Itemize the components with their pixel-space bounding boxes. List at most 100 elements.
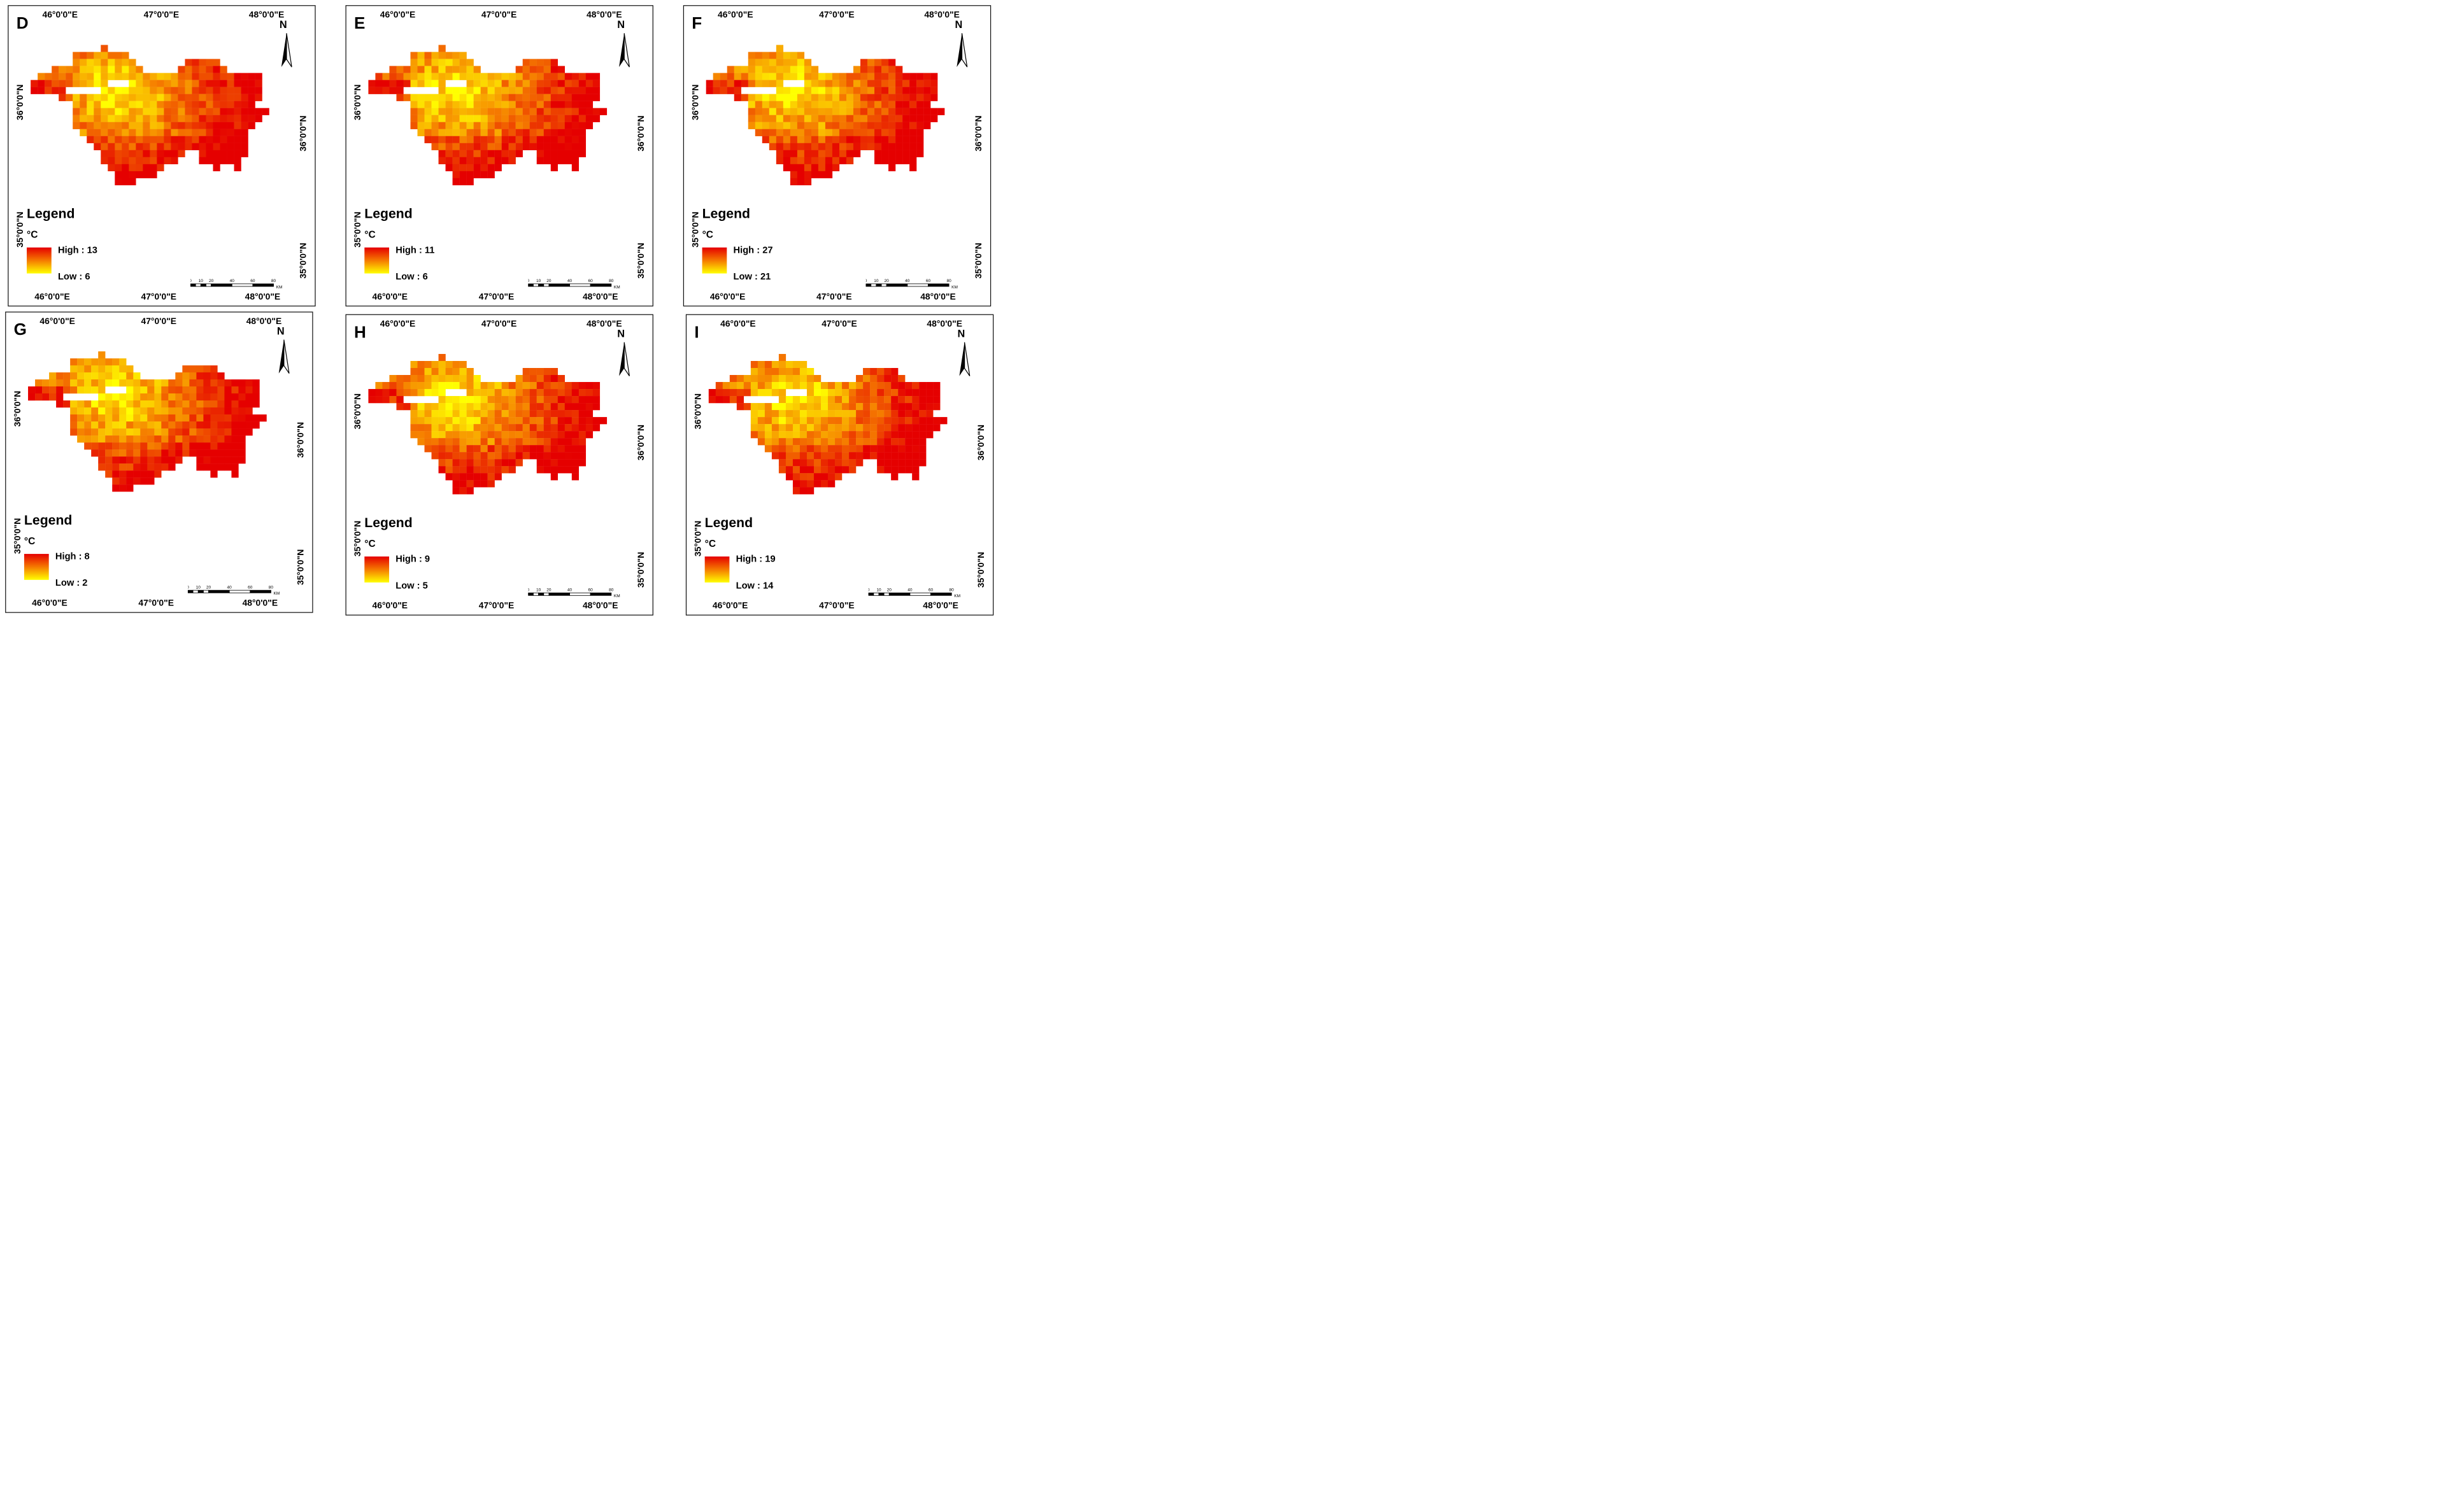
raster-cell bbox=[234, 157, 241, 165]
raster-cell bbox=[241, 115, 248, 122]
raster-cell bbox=[734, 94, 741, 101]
raster-cell bbox=[902, 136, 910, 143]
scale-tick-label: 10 bbox=[536, 279, 541, 283]
raster-cell bbox=[445, 101, 453, 108]
raster-cell bbox=[771, 452, 779, 460]
raster-cell bbox=[578, 431, 587, 439]
raster-cell bbox=[564, 452, 573, 460]
raster-cell bbox=[445, 459, 453, 467]
raster-cell bbox=[438, 94, 446, 101]
raster-cell bbox=[769, 101, 777, 108]
raster-cell bbox=[192, 136, 199, 143]
raster-cell bbox=[445, 417, 453, 425]
scale-segment bbox=[250, 590, 271, 593]
raster-cell bbox=[799, 368, 808, 376]
raster-cell bbox=[853, 66, 861, 73]
raster-cell bbox=[557, 80, 565, 87]
scale-segment bbox=[881, 283, 887, 287]
raster-cell bbox=[832, 150, 840, 157]
raster-cell bbox=[792, 466, 801, 474]
raster-cell bbox=[818, 108, 826, 115]
raster-cell bbox=[417, 101, 425, 108]
raster-cell bbox=[445, 136, 453, 143]
raster-cell bbox=[923, 115, 931, 122]
raster-cell bbox=[783, 122, 791, 129]
raster-cell bbox=[459, 375, 467, 383]
raster-cell bbox=[140, 400, 148, 408]
raster-cell bbox=[234, 94, 241, 101]
raster-cell bbox=[930, 80, 938, 87]
raster-cell bbox=[108, 164, 115, 172]
raster-cell bbox=[916, 143, 924, 150]
raster-cell bbox=[522, 143, 530, 150]
raster-cell bbox=[557, 424, 565, 432]
raster-cell bbox=[126, 421, 134, 429]
raster-cell bbox=[108, 157, 115, 165]
scale-tick-label: 20 bbox=[546, 588, 552, 592]
raster-cell bbox=[522, 80, 530, 87]
raster-cell bbox=[849, 466, 857, 474]
raster-cell bbox=[192, 59, 199, 66]
raster-cell bbox=[452, 417, 460, 425]
raster-cell bbox=[776, 115, 784, 122]
raster-cell bbox=[877, 417, 885, 425]
raster-cell bbox=[199, 66, 206, 73]
raster-cell bbox=[189, 372, 197, 380]
raster-cell bbox=[895, 115, 903, 122]
raster-cell bbox=[129, 101, 136, 108]
raster-cell bbox=[778, 389, 786, 397]
raster-cell bbox=[722, 382, 730, 390]
raster-cell bbox=[771, 375, 779, 383]
raster-cell bbox=[368, 396, 376, 404]
raster-cell bbox=[508, 94, 516, 101]
raster-cell bbox=[828, 452, 836, 460]
raster-cell bbox=[874, 157, 882, 165]
raster-cell bbox=[501, 459, 509, 467]
raster-cell bbox=[769, 143, 777, 150]
top-lon-tick-47: 47°0'0"E bbox=[822, 318, 857, 329]
raster-cell bbox=[888, 164, 896, 172]
raster-cell bbox=[119, 365, 127, 373]
raster-cell bbox=[171, 73, 178, 80]
raster-cell bbox=[933, 417, 941, 425]
raster-cell bbox=[578, 452, 587, 460]
raster-cell bbox=[424, 59, 432, 66]
raster-cell bbox=[133, 407, 141, 415]
raster-cell bbox=[234, 143, 241, 150]
raster-cell bbox=[912, 466, 920, 474]
raster-cell bbox=[736, 382, 744, 390]
raster-cell bbox=[592, 108, 601, 115]
raster-cell bbox=[126, 428, 134, 436]
raster-cell bbox=[245, 414, 253, 422]
raster-cell bbox=[480, 382, 488, 390]
raster-cell bbox=[536, 438, 544, 446]
raster-cell bbox=[884, 368, 892, 376]
raster-cell bbox=[818, 80, 826, 87]
raster-cell bbox=[224, 386, 232, 394]
raster-cell bbox=[820, 396, 829, 404]
raster-cell bbox=[192, 73, 199, 80]
raster-cell bbox=[494, 150, 502, 157]
raster-cell bbox=[196, 386, 204, 394]
raster-cell bbox=[196, 428, 204, 436]
raster-cell bbox=[80, 94, 87, 101]
raster-cell bbox=[849, 389, 857, 397]
raster-cell bbox=[820, 389, 829, 397]
raster-cell bbox=[168, 379, 176, 387]
top-lon-tick-46: 46°0'0"E bbox=[39, 316, 75, 327]
raster-cell bbox=[713, 80, 720, 87]
raster-cell bbox=[529, 129, 537, 136]
raster-cell bbox=[898, 466, 906, 474]
raster-cell bbox=[417, 52, 425, 59]
raster-cell bbox=[783, 150, 791, 157]
raster-cell bbox=[459, 115, 467, 122]
raster-cell bbox=[536, 143, 544, 150]
raster-cell bbox=[839, 94, 847, 101]
raster-cell bbox=[473, 438, 481, 446]
raster-cell bbox=[487, 438, 495, 446]
raster-cell bbox=[755, 73, 763, 80]
raster-cell bbox=[196, 442, 204, 450]
raster-cell bbox=[785, 473, 793, 481]
raster-cell bbox=[185, 80, 192, 87]
raster-cell bbox=[881, 73, 889, 80]
